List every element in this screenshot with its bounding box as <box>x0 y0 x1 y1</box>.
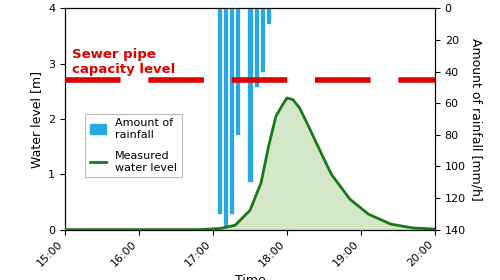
Bar <box>216 8 222 214</box>
Bar <box>223 8 228 230</box>
Bar <box>235 8 240 135</box>
Bar <box>266 8 271 24</box>
Legend: Amount of
rainfall, Measured
water level: Amount of rainfall, Measured water level <box>86 114 182 177</box>
Bar <box>254 8 258 87</box>
Bar <box>248 8 252 182</box>
Y-axis label: Amount of rainfall [mm/h]: Amount of rainfall [mm/h] <box>470 38 482 200</box>
Bar <box>229 8 234 214</box>
Bar <box>260 8 265 72</box>
X-axis label: Time: Time <box>234 274 266 280</box>
Text: Sewer pipe
capacity level: Sewer pipe capacity level <box>72 48 176 76</box>
Y-axis label: Water level [m]: Water level [m] <box>30 71 43 167</box>
